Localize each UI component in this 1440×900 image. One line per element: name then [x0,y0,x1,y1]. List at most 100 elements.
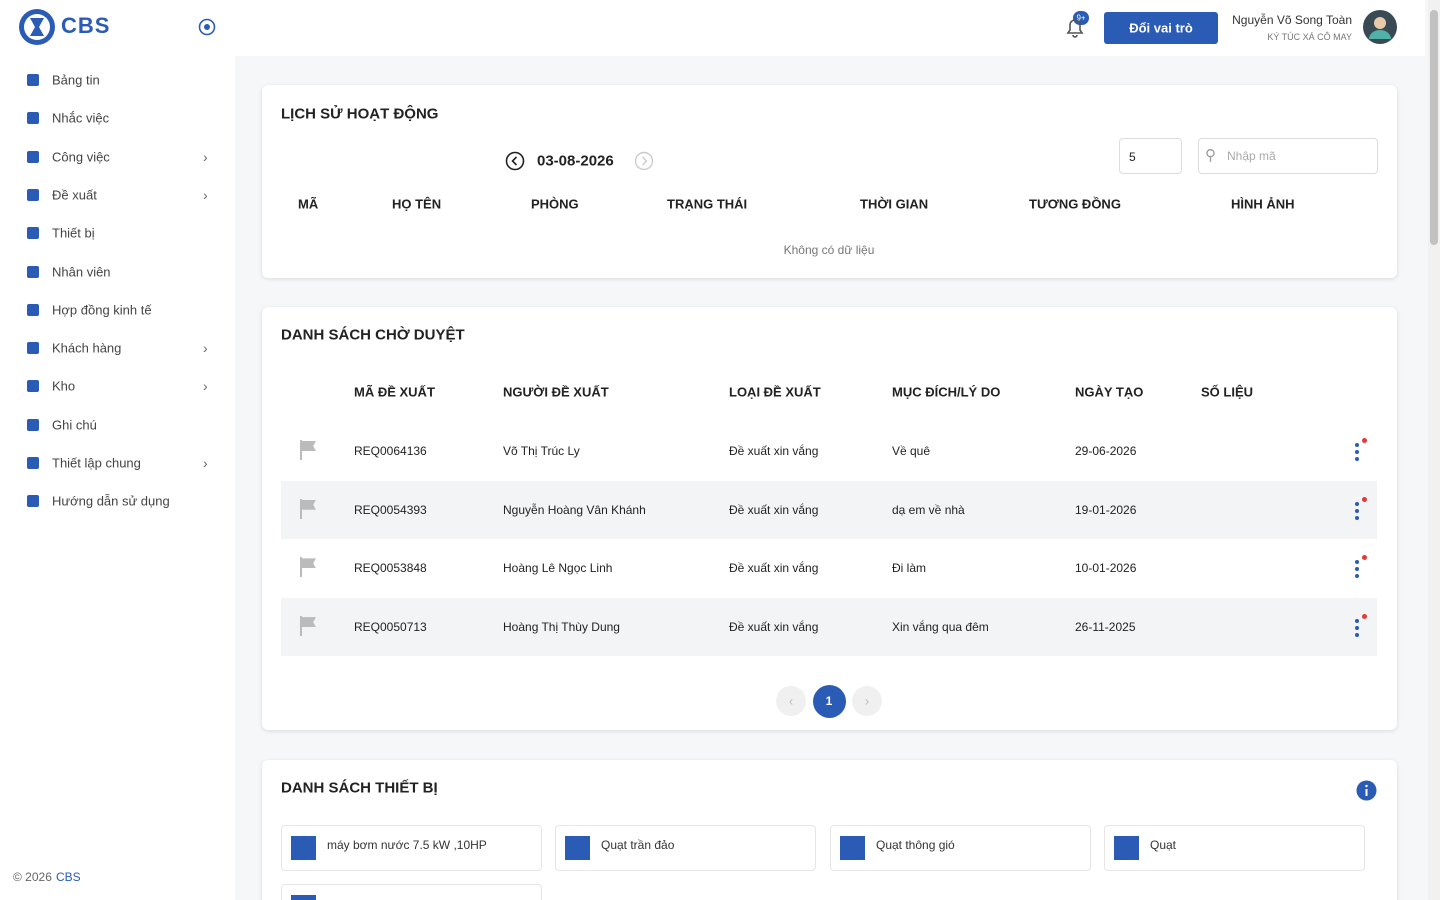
menu-dot[interactable] [1355,508,1359,513]
device-item[interactable] [281,825,542,871]
logo [19,9,55,45]
empty-state: Không có dữ liệu [783,243,875,257]
device-icon [291,836,316,860]
menu-item[interactable]: Ghi chú [52,417,97,433]
menu-dot[interactable] [1355,619,1359,624]
notification-bell[interactable] [1062,14,1088,40]
search-icon: ⚲ [1205,147,1216,164]
column-header: LOẠI ĐỀ XUẤT [729,384,821,400]
cell: 29-06-2026 [1075,444,1137,458]
flag [302,617,316,628]
device-icon [840,836,865,860]
menu-item[interactable]: Thiết lập chung [52,455,141,471]
cell: Đề xuất xin vắng [729,502,819,517]
menu-item[interactable]: Kho [52,378,76,394]
cell: 19-01-2026 [1075,502,1137,517]
menu-icon [27,342,39,355]
device-item[interactable] [1104,825,1365,871]
cell: dạ em về nhà [892,502,965,517]
submenu-arrow: › [203,148,208,165]
column-header: MÃ ĐỀ XUẤT [354,384,435,400]
menu-icon [27,418,39,431]
menu-item[interactable]: Công việc [52,149,110,165]
device-icon [1114,836,1139,860]
menu-dot[interactable] [1355,450,1359,454]
next-date[interactable] [634,151,654,171]
page-size-input[interactable] [1119,138,1182,174]
menu-dot[interactable] [1355,633,1359,638]
cell: Đề xuất xin vắng [729,620,819,635]
user-name: Nguyễn Võ Song Toàn [1232,13,1352,27]
collapse-toggle[interactable] [198,18,216,36]
column-header: TƯƠNG ĐỒNG [1029,196,1121,212]
search-input[interactable] [1198,138,1378,174]
menu-item[interactable]: Đề xuất [52,187,97,203]
menu-dot[interactable] [1355,567,1359,572]
cell: Nguyễn Hoàng Vân Khánh [503,502,646,517]
card-title: LỊCH SỬ HOẠT ĐỘNG [281,105,439,123]
info-icon[interactable] [1356,780,1377,801]
menu-dot[interactable] [1355,626,1359,631]
menu-item[interactable]: Khách hàng [52,340,122,356]
menu-icon [27,380,39,393]
row-background [281,480,1377,539]
menu-dot[interactable] [1355,515,1359,520]
menu-dot[interactable] [1355,443,1359,447]
cell: 10-01-2026 [1075,561,1137,576]
column-header: MỤC ĐÍCH/LÝ DO [892,384,1001,400]
top-bar [235,0,1425,56]
menu-icon [27,150,39,163]
menu-icon [27,457,39,469]
cell: Về quê [892,444,931,458]
device-item[interactable] [830,825,1091,871]
submenu-arrow: › [203,186,208,203]
current-page[interactable] [813,685,846,718]
menu-item[interactable]: Nhân viên [52,264,111,279]
next-arrow: › [864,693,870,709]
next-page[interactable] [852,686,882,716]
menu-icon [27,188,39,201]
menu-dot[interactable] [1355,501,1359,506]
flag [302,441,316,451]
submenu-arrow: › [203,455,208,471]
menu-item[interactable]: Hợp đồng kinh tế [52,302,152,318]
sidebar [0,0,235,900]
device-name: máy bơm nước 7.5 kW ,10HP [327,838,487,852]
column-header: PHÒNG [531,196,579,212]
alert-dot [1362,496,1367,502]
menu-icon [27,227,39,240]
device-item[interactable] [281,884,542,900]
menu-dot[interactable] [1355,457,1359,461]
device-item[interactable] [555,825,816,871]
menu-dot[interactable] [1355,574,1359,579]
user-avatar[interactable] [1362,9,1398,45]
brand: CBS [61,13,111,38]
role-button[interactable] [1104,12,1218,44]
cell: REQ0050713 [354,620,427,635]
badge [1073,11,1089,25]
menu-item[interactable]: Nhắc việc [52,110,110,126]
cell: REQ0053848 [354,561,427,576]
role-button-text[interactable]: Đổi vai trò [1129,20,1193,36]
menu-dot[interactable] [1355,560,1359,565]
submenu-arrow: › [203,340,208,357]
prev-date[interactable] [505,151,525,171]
menu-icon [27,303,39,316]
device-icon [291,895,316,900]
date: 03-08-2026 [537,152,614,170]
alert-dot [1362,555,1367,561]
menu-item[interactable]: Thiết bị [52,225,95,241]
cell: Võ Thị Trúc Ly [503,444,580,458]
menu-item[interactable]: Bảng tin [52,72,100,88]
footer-prefix: © 2026 [13,870,52,884]
menu-item[interactable]: Hướng dẫn sử dụng [52,493,170,509]
column-header: HỌ TÊN [392,196,442,212]
cell: Xin vắng qua đêm [892,620,989,635]
device-name: Quạt thông gió [876,838,955,852]
flag [302,558,316,569]
cell: Đề xuất xin vắng [729,561,819,576]
menu-icon [27,74,39,86]
prev-page[interactable] [776,686,806,716]
column-header: THỜI GIAN [860,196,929,212]
badge-text: 9+ [1076,13,1086,23]
